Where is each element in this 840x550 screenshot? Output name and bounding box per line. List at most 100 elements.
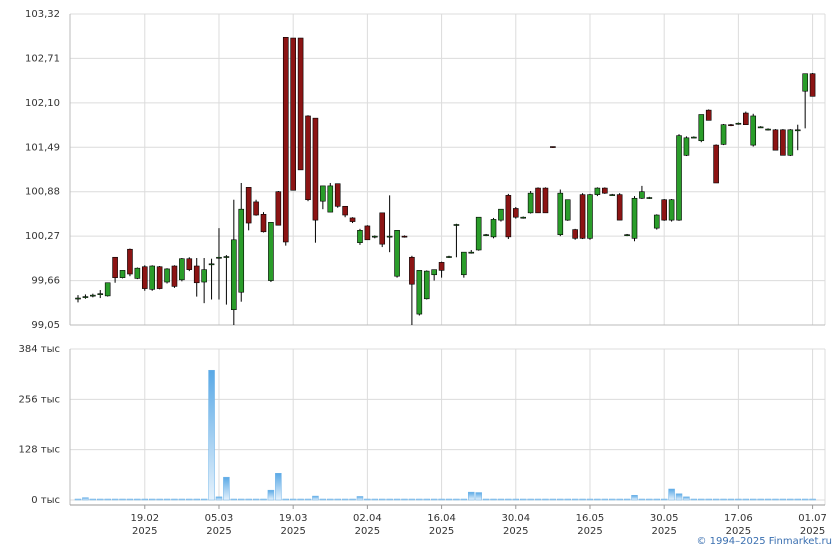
candle-body [431, 269, 437, 276]
volume-bar [698, 498, 705, 501]
x-tick-label: 19.03 [279, 513, 308, 524]
volume-bar [505, 498, 512, 501]
candle-body [275, 191, 282, 226]
volume-bar [178, 498, 186, 501]
candle-body [794, 129, 801, 132]
candle-body [498, 208, 504, 221]
candle-body [750, 115, 757, 146]
volume-bar [779, 498, 787, 501]
candle-body [423, 270, 430, 300]
volume-bar [616, 498, 623, 501]
volume-bar [215, 496, 223, 501]
y-tick-label: 100,27 [25, 231, 60, 242]
volume-bar [757, 498, 764, 501]
candle-body [171, 265, 178, 287]
volume-bar [97, 498, 104, 501]
candle-body [475, 216, 482, 251]
volume-bar [542, 498, 549, 501]
candle-body [639, 191, 645, 199]
volume-bar [393, 498, 401, 501]
volume-tick-label: 128 тыс [19, 445, 60, 456]
volume-bar [186, 498, 193, 501]
candle-body [765, 128, 771, 131]
candle-body [550, 146, 556, 148]
x-tick-label: 2025 [429, 526, 454, 537]
volume-bar [126, 498, 134, 501]
volume-bar [660, 498, 668, 501]
candle-body [653, 214, 660, 229]
volume-bar [712, 498, 720, 501]
candle-body [134, 267, 141, 279]
candle-body [735, 122, 742, 125]
candle-body [772, 129, 779, 151]
footer: © 1994–2025 Finmarket.ru [696, 536, 832, 547]
candle-body [780, 129, 786, 156]
volume-bar [341, 498, 349, 501]
x-tick-label: 2025 [503, 526, 528, 537]
volume-tick-label: 256 тыс [19, 394, 60, 405]
candle-body [787, 129, 794, 156]
volume-bar [378, 498, 386, 501]
candle-body [305, 115, 311, 201]
volume-bar [608, 498, 616, 501]
x-tick-label: 2025 [206, 526, 231, 537]
volume-bar [445, 498, 453, 501]
volume-bar [490, 498, 497, 501]
volume-bar [386, 498, 393, 501]
candle-body [312, 117, 319, 221]
candle-body [364, 225, 371, 241]
candle-body [164, 268, 170, 283]
volume-bar [282, 498, 290, 501]
x-tick-label: 19.02 [130, 513, 159, 524]
candle-body [757, 126, 764, 129]
y-tick-label: 102,71 [25, 53, 60, 64]
candle-body [320, 185, 326, 202]
candle-body [705, 109, 712, 121]
volume-bar [327, 498, 334, 501]
volume-bar [289, 498, 297, 501]
candle-body [527, 192, 534, 214]
candle-body [594, 187, 601, 195]
candle-body [461, 251, 467, 276]
volume-bar [482, 498, 490, 501]
candle-body [468, 251, 475, 254]
y-tick-label: 103,32 [25, 9, 60, 20]
x-tick-label: 05.03 [205, 513, 234, 524]
candle-body [646, 197, 653, 199]
candle-body [119, 270, 126, 278]
x-tick-label: 16.04 [427, 513, 456, 524]
y-tick-label: 102,10 [25, 98, 60, 109]
volume-bar [527, 498, 534, 501]
candle-body [728, 124, 734, 127]
volume-bar [416, 498, 423, 501]
candle-body [201, 269, 207, 283]
volume-bar [549, 498, 557, 501]
candle-body [698, 114, 705, 142]
volume-tick-label: 0 тыс [31, 495, 60, 506]
candle-body [557, 192, 564, 235]
candle-body [802, 73, 808, 92]
x-tick-label: 17.06 [724, 513, 753, 524]
volume-bar [260, 498, 267, 501]
candle-body [512, 208, 519, 218]
candle-body [520, 216, 527, 219]
volume-bar [171, 498, 178, 501]
volume-bar [297, 498, 304, 501]
candle-body [446, 256, 452, 258]
volume-bar [727, 498, 735, 501]
volume-bar [245, 498, 252, 501]
volume-bar [705, 498, 712, 501]
candle-body [602, 187, 608, 194]
candle-body [609, 194, 616, 196]
candle-body [245, 187, 252, 224]
volume-bar [809, 498, 816, 501]
x-tick-label: 2025 [726, 526, 751, 537]
volume-bar [794, 498, 801, 501]
candle-body [587, 194, 593, 239]
candle-body [97, 293, 104, 295]
volume-bar [668, 488, 675, 501]
candle-body [297, 37, 304, 171]
candle-body [542, 187, 549, 214]
candle-body [231, 239, 237, 311]
